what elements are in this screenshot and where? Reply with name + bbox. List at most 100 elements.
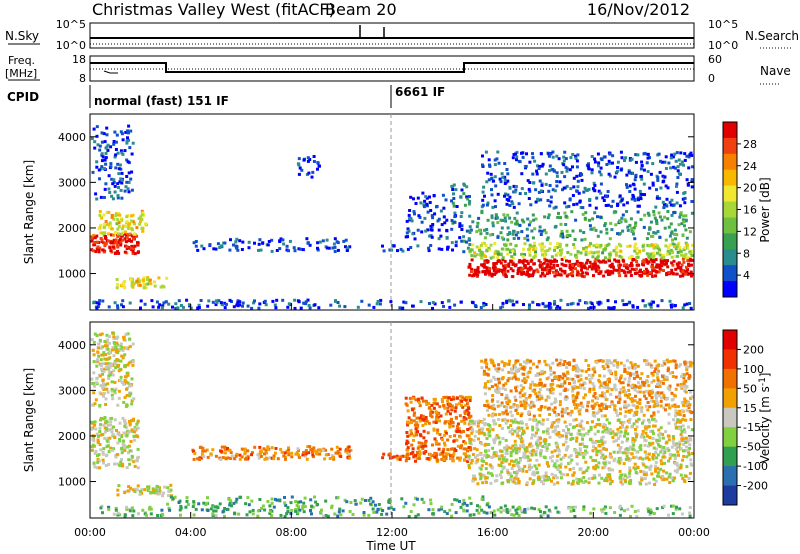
power-colorbar-tick-3: 16	[743, 204, 757, 217]
velocity-colorbar-tick-2: 50	[743, 382, 757, 395]
power-y-ticks: 1000 2000 3000 4000	[58, 131, 694, 281]
power-colorbar-swatch-0	[723, 122, 737, 139]
velocity-colorbar-swatch-4	[723, 407, 737, 428]
velocity-ytick-label-3: 4000	[58, 339, 86, 352]
velocity-colorbar-tick-4: -15	[743, 421, 761, 434]
power-region-7	[404, 191, 449, 241]
power-colorbar-swatch-8	[723, 249, 737, 266]
nsearch-tick-high: 10^5	[708, 18, 738, 31]
power-colorbar-tick-0: 28	[743, 138, 757, 151]
power-region-5	[296, 155, 321, 179]
x-tick-label-1: 04:00	[175, 526, 207, 539]
x-tick-label-0: 00:00	[74, 526, 106, 539]
power-colorbar-swatch-2	[723, 153, 737, 171]
x-axis-ticks: 00:00 04:00 08:00 12:00 16:00 20:00 00:00	[74, 304, 710, 539]
nave-tick-high: 60	[708, 53, 722, 66]
velocity-colorbar-swatch-3	[723, 388, 737, 409]
freq-tick-low: 8	[79, 72, 86, 85]
freq-label-line1: Freq.	[8, 54, 35, 67]
velocity-y-ticks: 1000 2000 3000 4000	[58, 339, 694, 489]
power-colorbar-swatch-10	[723, 281, 737, 298]
nsky-label: N.Sky	[5, 29, 39, 43]
power-ytick-label-3: 4000	[58, 131, 86, 144]
freq-label-line2: [MHz]	[5, 67, 37, 80]
cpid-segment-2: 6661 IF	[395, 85, 445, 99]
velocity-colorbar-frame	[722, 329, 738, 506]
velocity-colorbar-swatch-8	[723, 485, 737, 506]
power-panel-frame	[89, 113, 695, 311]
velocity-colorbar-tick-3: 15	[743, 402, 757, 415]
velocity-panel-frame	[89, 321, 695, 519]
velocity-colorbar-swatch-7	[723, 466, 737, 487]
power-colorbar-swatch-7	[723, 233, 737, 250]
velocity-colorbar-tick-5: -50	[743, 441, 761, 454]
velocity-colorbar-tick-7: -200	[743, 480, 768, 493]
velocity-colorbar-label: Velocity [m s-1]	[758, 373, 772, 464]
power-colorbar-tick-4: 12	[743, 225, 757, 238]
velocity-region-10	[492, 504, 692, 518]
freq-tick-high: 18	[72, 53, 86, 66]
power-colorbar-tick-2: 20	[743, 182, 757, 195]
power-colorbar-swatch-3	[723, 169, 737, 187]
power-region-1	[97, 209, 148, 236]
velocity-colorbar-swatch-1	[723, 349, 737, 370]
power-colorbar-swatch-5	[723, 201, 737, 218]
velocity-region-1	[90, 331, 136, 409]
nsky-trace	[90, 25, 694, 45]
nsearch-tick-low: 10^0	[708, 39, 738, 52]
power-heatmap	[90, 124, 694, 310]
power-colorbar-tick-6: 4	[743, 269, 750, 282]
power-region-12	[480, 150, 694, 210]
power-colorbar	[723, 122, 737, 298]
velocity-colorbar-swatch-0	[723, 330, 737, 350]
power-ytick-label-0: 1000	[58, 268, 86, 281]
station-title: Christmas Valley West (fitACF)	[92, 0, 335, 19]
velocity-colorbar-ticks: 200 100 50 15 -15 -50 -100 -200	[737, 343, 768, 493]
velocity-colorbar-swatch-6	[723, 446, 737, 467]
nsky-tick-low: 10^0	[56, 39, 86, 52]
power-colorbar-ticks: 28 24 20 16 12 8 4	[737, 138, 757, 282]
power-region-8	[450, 182, 472, 254]
power-colorbar-tick-5: 8	[743, 247, 750, 260]
freq-trace	[90, 62, 694, 74]
velocity-colorbar-swatch-2	[723, 368, 737, 389]
power-ytick-label-2: 3000	[58, 176, 86, 189]
velocity-ytick-label-1: 2000	[58, 430, 86, 443]
velocity-ylabel: Slant Range [km]	[22, 368, 36, 472]
velocity-region-2	[116, 483, 173, 498]
x-tick-label-2: 08:00	[275, 526, 307, 539]
x-tick-label-4: 16:00	[477, 526, 509, 539]
velocity-colorbar-tick-6: -100	[743, 460, 768, 473]
velocity-region-3	[191, 445, 353, 461]
x-tick-label-3: 12:00	[376, 526, 408, 539]
power-region-11	[467, 209, 694, 242]
power-colorbar-label: Power [dB]	[758, 177, 772, 242]
power-region-2	[90, 124, 135, 201]
velocity-region-5	[404, 394, 473, 464]
x-tick-label-5: 20:00	[577, 526, 609, 539]
x-tick-label-6: 00:00	[678, 526, 710, 539]
date-label: 16/Nov/2012	[587, 0, 690, 19]
power-colorbar-swatch-4	[723, 185, 737, 203]
beam-label: Beam 20	[325, 0, 397, 19]
velocity-region-6	[467, 417, 694, 487]
nsearch-label: N.Search	[745, 29, 799, 43]
power-ylabel: Slant Range [km]	[22, 160, 36, 264]
velocity-ytick-label-2: 3000	[58, 384, 86, 397]
power-ytick-label-1: 2000	[58, 222, 86, 235]
nsky-tick-high: 10^5	[56, 18, 86, 31]
velocity-colorbar-tick-1: 100	[743, 363, 764, 376]
power-colorbar-tick-1: 24	[743, 160, 757, 173]
power-region-13	[92, 298, 693, 310]
power-colorbar-swatch-9	[723, 265, 737, 282]
x-axis-label: Time UT	[365, 539, 416, 553]
velocity-region-9	[99, 504, 165, 518]
velocity-colorbar	[723, 330, 737, 506]
power-region-3	[115, 276, 169, 290]
velocity-ytick-label-0: 1000	[58, 476, 86, 489]
power-region-0	[90, 232, 140, 256]
power-region-10	[468, 241, 694, 260]
power-region-4	[192, 237, 352, 253]
power-colorbar-swatch-6	[723, 217, 737, 234]
velocity-colorbar-swatch-5	[723, 427, 737, 448]
